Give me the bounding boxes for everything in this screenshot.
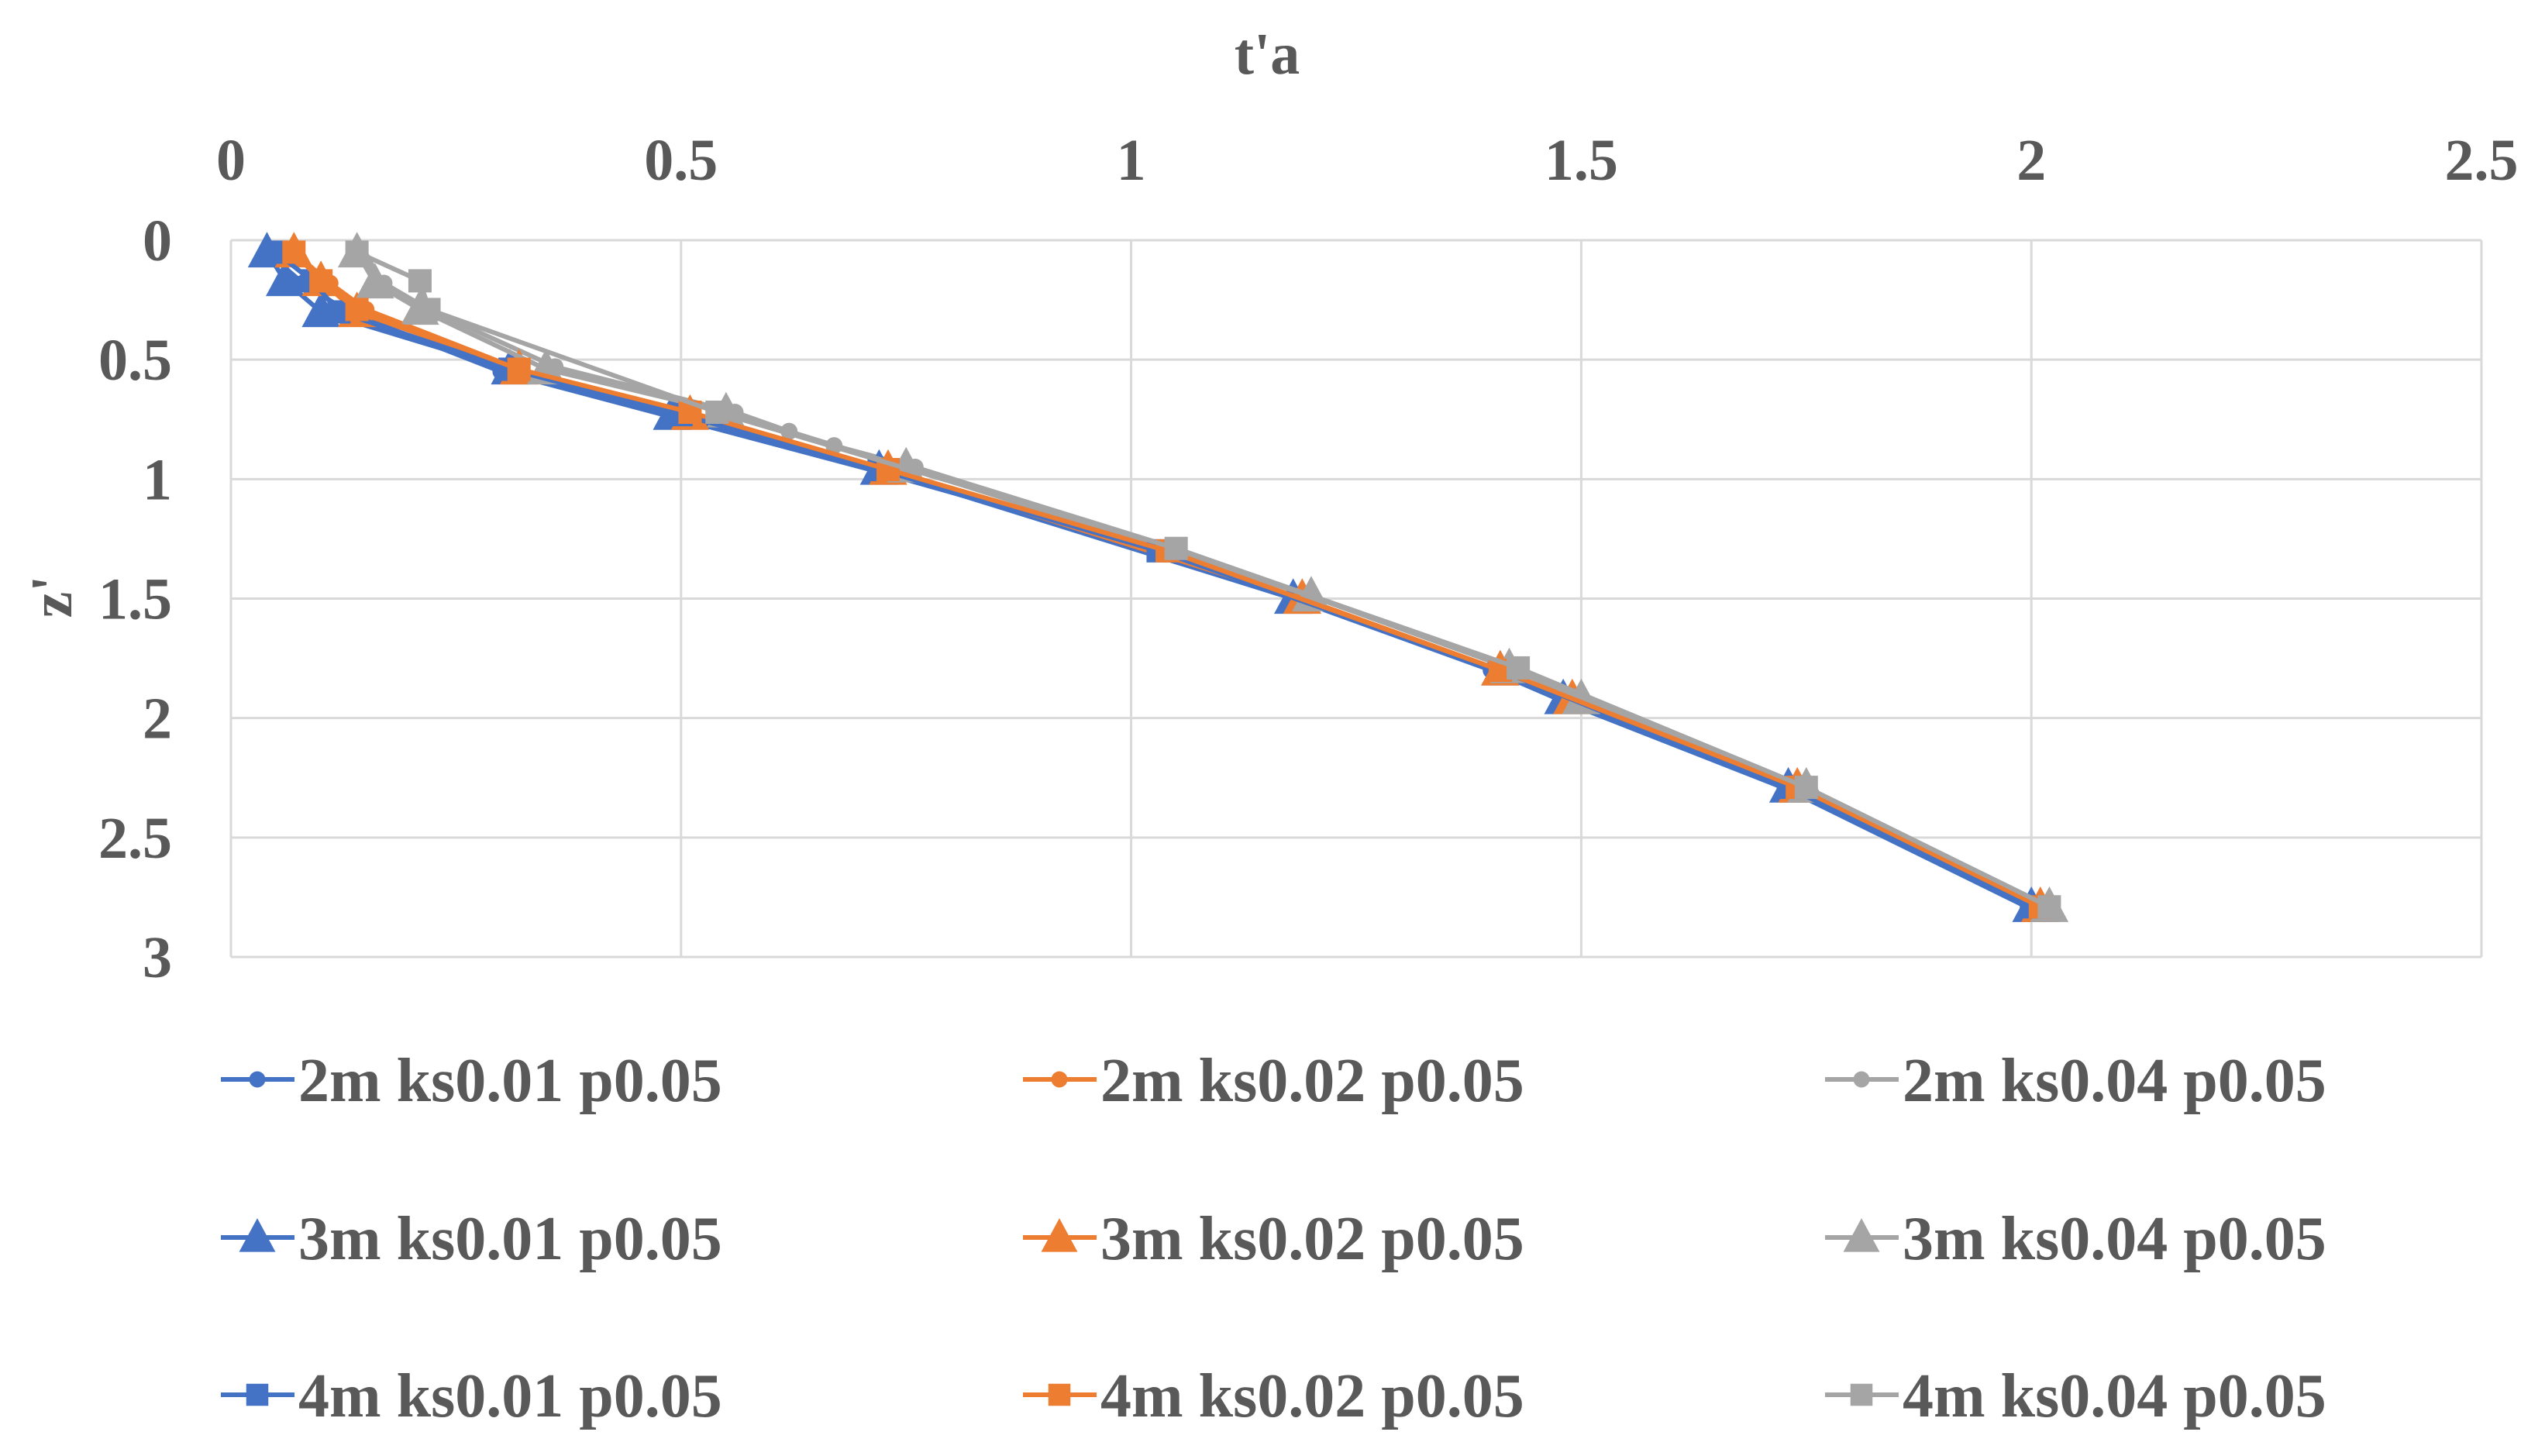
legend-label: 3m ks0.01 p0.05 [298,1205,722,1273]
legend-marker [1051,1071,1068,1088]
data-point [1164,536,1188,560]
x-tick-label: 0.5 [644,128,718,193]
data-point [1794,776,1818,800]
data-point [408,269,432,293]
legend-label: 4m ks0.04 p0.05 [1903,1362,2326,1430]
legend-item: 2m ks0.04 p0.05 [1825,1047,2326,1115]
x-tick-label: 1.5 [1545,128,1618,193]
legend-marker [1041,1218,1078,1252]
legend-label: 2m ks0.01 p0.05 [298,1047,722,1115]
legend-marker [1850,1383,1873,1406]
legend-label: 2m ks0.02 p0.05 [1100,1047,1524,1115]
x-tick-label: 1 [1117,128,1146,193]
y-tick-label: 0 [143,208,172,274]
data-point [309,269,333,293]
data-point [345,298,369,322]
y-tick-label: 2.5 [98,806,172,871]
y-tick-label: 0.5 [98,328,172,393]
gridlines [229,239,2483,959]
x-tick-label: 0 [216,128,246,193]
x-tick-label: 2.5 [2445,128,2519,193]
legend-label: 3m ks0.04 p0.05 [1903,1205,2326,1273]
legend-marker [249,1071,266,1088]
series-line [292,250,2042,909]
data-point [356,263,394,299]
legend-item: 3m ks0.01 p0.05 [221,1205,722,1273]
legend-item: 2m ks0.02 p0.05 [1023,1047,1524,1115]
legend-item: 4m ks0.04 p0.05 [1825,1362,2326,1430]
data-point [345,240,369,264]
legend-marker [239,1218,276,1252]
legend-item: 3m ks0.02 p0.05 [1023,1205,1524,1273]
legend-label: 4m ks0.01 p0.05 [298,1362,722,1430]
legend-item: 4m ks0.01 p0.05 [221,1362,722,1430]
legend-item: 3m ks0.04 p0.05 [1825,1205,2326,1273]
series-4m-ks0-04-p0-05 [345,240,2061,919]
x-axis-title: t'a [1235,22,1300,87]
legend-marker [1853,1071,1870,1088]
axes: 0 0.5 1 1.5 2 2.5 3 0 0.5 1 1.5 2 2.5 [98,128,2519,990]
legend-marker [1048,1383,1071,1406]
y-axis-title: z' [19,576,84,618]
y-tick-label: 3 [143,925,172,990]
legend-label: 4m ks0.02 p0.05 [1100,1362,1524,1430]
y-tick-label: 1 [143,447,172,512]
data-point [282,240,306,264]
data-point [265,260,305,297]
legend-label: 2m ks0.04 p0.05 [1903,1047,2326,1115]
legend-item: 4m ks0.02 p0.05 [1023,1362,1524,1430]
data-point [705,401,729,424]
data-point [1507,656,1531,680]
y-tick-label: 1.5 [98,567,172,632]
legend-label: 3m ks0.02 p0.05 [1100,1205,1524,1273]
legend: 2m ks0.01 p0.05 2m ks0.02 p0.05 2m ks0.04 … [221,1047,2326,1430]
legend-item: 2m ks0.01 p0.05 [221,1047,722,1115]
x-tick-label: 2 [2016,128,2046,193]
plot-series [247,232,2069,922]
data-point [507,357,531,381]
legend-marker [1843,1218,1880,1252]
data-point [417,298,441,322]
data-point [2037,895,2061,919]
legend-marker [246,1383,269,1406]
y-tick-label: 2 [143,687,172,752]
